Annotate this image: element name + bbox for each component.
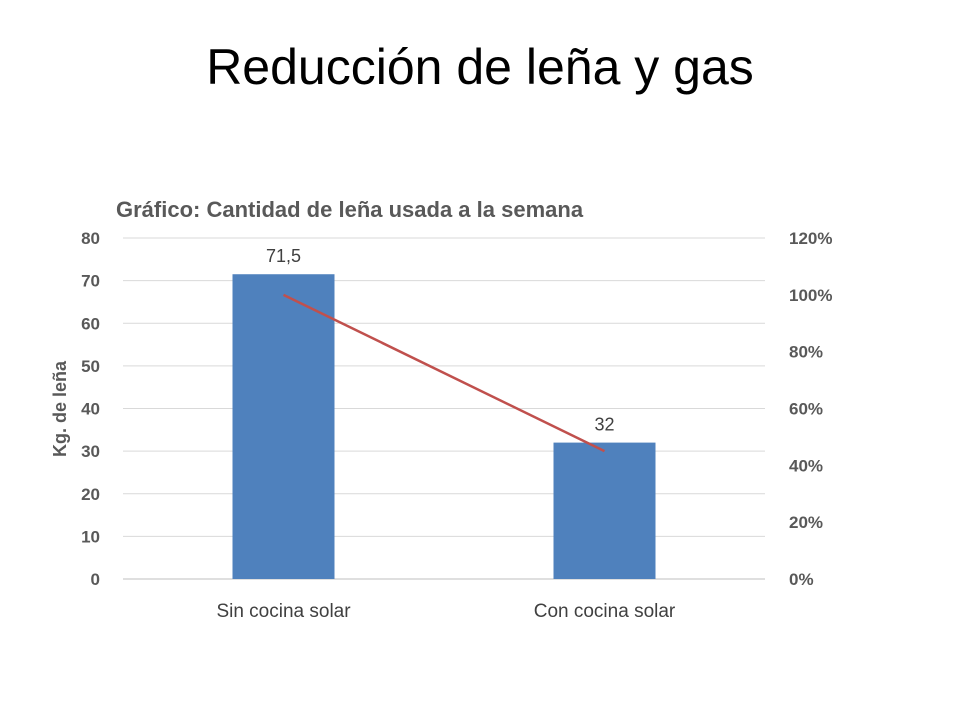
bar-series — [232, 274, 656, 579]
right-axis-ticks: 0% 20% 40% 60% 80% 100% 120% — [789, 229, 832, 589]
line-series-path — [282, 293, 606, 453]
line-series — [282, 293, 606, 453]
left-tick-label: 10 — [81, 527, 100, 546]
right-tick-label: 100% — [789, 286, 832, 305]
data-label: 32 — [594, 415, 614, 435]
right-tick-label: 20% — [789, 513, 823, 532]
left-tick-label: 50 — [81, 357, 100, 376]
data-labels: 71,5 32 — [266, 246, 615, 434]
bar — [232, 274, 335, 579]
right-tick-label: 40% — [789, 456, 823, 475]
bar — [553, 442, 656, 579]
category-label: Con cocina solar — [534, 601, 676, 622]
left-tick-label: 20 — [81, 485, 100, 504]
left-tick-label: 40 — [81, 400, 100, 419]
left-tick-label: 30 — [81, 442, 100, 461]
right-tick-label: 120% — [789, 229, 832, 248]
left-axis-ticks: 0 10 20 30 40 50 60 70 80 — [81, 229, 100, 589]
category-label: Sin cocina solar — [216, 601, 351, 622]
category-axis: Sin cocina solar Con cocina solar — [216, 601, 675, 622]
right-tick-label: 60% — [789, 400, 823, 419]
y-axis-label: Kg. de leña — [50, 360, 70, 457]
gridlines — [123, 237, 765, 580]
data-label: 71,5 — [266, 246, 301, 266]
right-tick-label: 80% — [789, 343, 823, 362]
left-tick-label: 70 — [81, 272, 100, 291]
right-tick-label: 0% — [789, 570, 814, 589]
left-tick-label: 80 — [81, 229, 100, 248]
chart-title: Gráfico: Cantidad de leña usada a la sem… — [116, 197, 584, 222]
left-tick-label: 60 — [81, 314, 100, 333]
left-tick-label: 0 — [91, 570, 100, 589]
slide-title: Reducción de leña y gas — [206, 39, 754, 95]
